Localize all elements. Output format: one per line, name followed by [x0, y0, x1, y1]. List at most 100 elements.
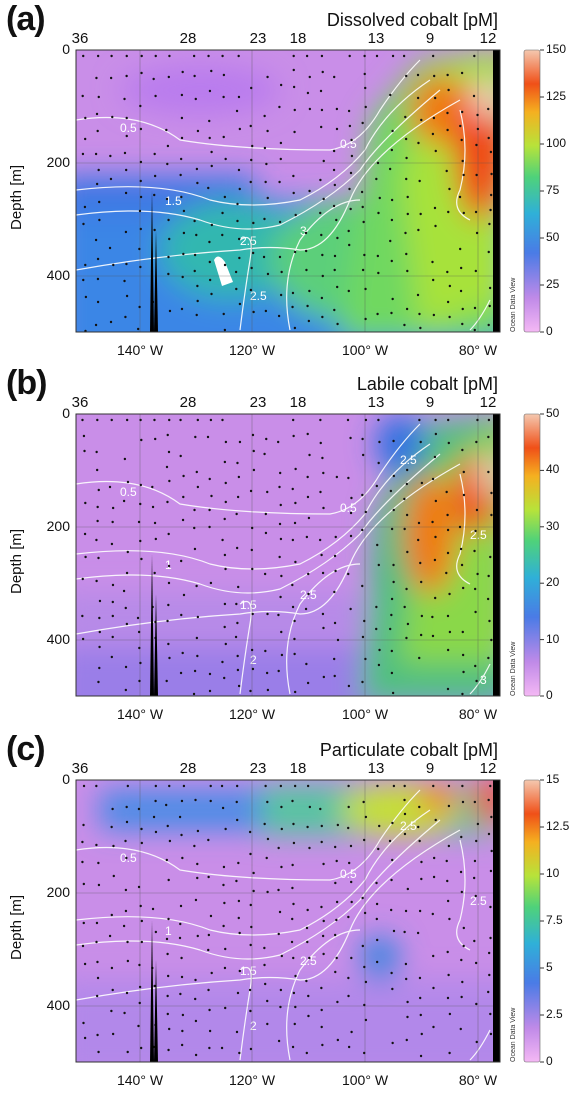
sample-point — [235, 800, 238, 804]
sample-point — [364, 105, 367, 109]
sample-point — [291, 538, 295, 542]
sample-point — [293, 784, 297, 788]
sample-point — [320, 54, 324, 58]
sample-point — [265, 162, 268, 166]
sample-point — [167, 532, 170, 536]
heatmap-plot: 0.5 0.5 1.5 2.5 2.5 3 — [75, 49, 544, 333]
sample-point — [83, 1036, 87, 1040]
colorbar-tick-label: 25 — [546, 277, 560, 291]
sample-point — [278, 555, 281, 559]
sample-point — [418, 312, 421, 316]
sample-point — [362, 220, 365, 224]
sample-point — [419, 633, 423, 637]
contour-line — [76, 809, 431, 936]
sample-point — [391, 1041, 394, 1045]
sample-point — [406, 269, 409, 273]
sample-point — [125, 294, 129, 298]
contour-line — [286, 929, 361, 1061]
sample-point — [377, 211, 380, 215]
sample-point — [431, 912, 434, 916]
sample-point — [320, 1008, 323, 1012]
sample-point — [193, 526, 196, 530]
sample-point — [333, 254, 337, 258]
sample-point — [363, 965, 366, 969]
sample-point — [460, 958, 463, 962]
sample-point — [349, 171, 353, 175]
sample-point — [321, 571, 325, 575]
station-label: 9 — [425, 30, 435, 47]
sample-point — [154, 94, 157, 98]
sample-point — [81, 860, 84, 864]
sample-point — [96, 976, 100, 980]
sample-point — [108, 246, 112, 250]
sample-point — [97, 861, 100, 865]
sample-point — [179, 559, 183, 563]
sample-point — [195, 233, 198, 237]
sample-point — [166, 500, 169, 504]
sample-point — [460, 995, 463, 999]
sample-point — [139, 227, 142, 231]
colorbar-tick-label: 0 — [546, 324, 553, 338]
sample-point — [235, 546, 239, 550]
sample-point — [278, 255, 282, 259]
sample-point — [404, 977, 408, 981]
sample-point — [278, 471, 282, 475]
sample-point — [431, 54, 435, 58]
sample-point — [125, 805, 128, 809]
sample-point — [487, 107, 490, 111]
sample-point — [418, 996, 422, 1000]
sample-point — [111, 1032, 115, 1036]
sample-point — [83, 137, 87, 141]
sample-point — [153, 228, 156, 232]
x-tick-label: 80° W — [458, 1072, 498, 1088]
sample-point — [462, 493, 466, 497]
sample-point — [180, 613, 183, 617]
sample-point — [208, 119, 211, 123]
sample-point — [278, 485, 281, 489]
sample-point — [138, 247, 141, 251]
contour-line — [76, 453, 441, 594]
colorbar — [523, 779, 541, 1063]
sample-point — [250, 158, 253, 162]
sample-point — [390, 527, 394, 531]
sample-point — [336, 1038, 340, 1042]
contour-line — [286, 563, 361, 695]
sample-point — [348, 187, 351, 191]
sample-point — [168, 418, 171, 422]
sample-point — [223, 625, 226, 629]
sample-point — [418, 909, 422, 913]
sample-point — [475, 1002, 478, 1006]
sample-point — [350, 1030, 353, 1034]
sample-point — [404, 231, 407, 235]
sample-point — [487, 990, 490, 994]
sample-point — [332, 149, 336, 153]
sample-point — [165, 858, 169, 862]
sample-point — [434, 149, 437, 153]
sample-point — [446, 128, 449, 132]
sample-point — [153, 152, 156, 156]
sample-point — [333, 933, 337, 937]
sample-point — [124, 909, 128, 913]
sample-point — [97, 95, 100, 99]
sample-point — [111, 807, 114, 811]
sample-point — [349, 511, 353, 515]
sample-point — [82, 54, 85, 58]
sample-point — [98, 599, 102, 603]
sample-point — [475, 231, 479, 235]
sample-point — [403, 323, 406, 327]
sample-point — [278, 220, 282, 224]
sample-point — [252, 221, 255, 225]
sample-point — [293, 652, 296, 656]
contour-label: 2.5 — [400, 453, 417, 467]
sample-point — [167, 878, 170, 882]
sample-point — [278, 105, 281, 109]
sample-point — [210, 971, 213, 975]
sample-point — [322, 919, 325, 923]
sample-point — [320, 905, 323, 909]
sample-point — [472, 876, 476, 880]
sample-point — [180, 833, 183, 837]
sample-point — [124, 688, 128, 692]
sample-point — [460, 890, 464, 894]
sample-point — [418, 179, 421, 183]
sample-point — [154, 830, 158, 834]
